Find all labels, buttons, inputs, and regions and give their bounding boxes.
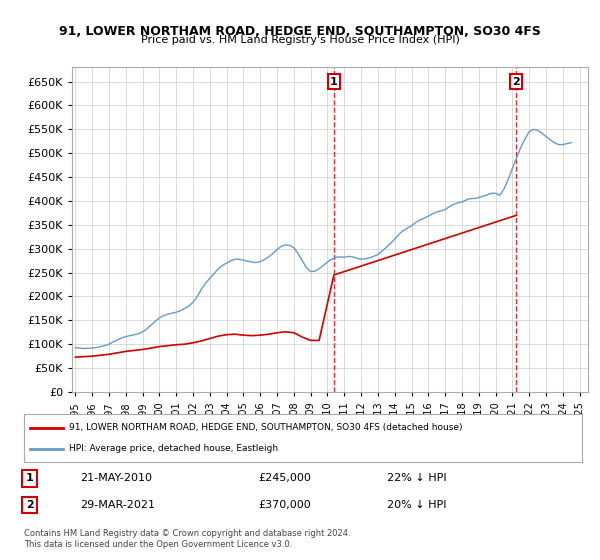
Text: 91, LOWER NORTHAM ROAD, HEDGE END, SOUTHAMPTON, SO30 4FS: 91, LOWER NORTHAM ROAD, HEDGE END, SOUTH… <box>59 25 541 38</box>
Text: 29-MAR-2021: 29-MAR-2021 <box>80 500 155 510</box>
Text: 20% ↓ HPI: 20% ↓ HPI <box>387 500 446 510</box>
Text: Price paid vs. HM Land Registry's House Price Index (HPI): Price paid vs. HM Land Registry's House … <box>140 35 460 45</box>
Text: 22% ↓ HPI: 22% ↓ HPI <box>387 473 446 483</box>
Text: £370,000: £370,000 <box>259 500 311 510</box>
Text: 91, LOWER NORTHAM ROAD, HEDGE END, SOUTHAMPTON, SO30 4FS (detached house): 91, LOWER NORTHAM ROAD, HEDGE END, SOUTH… <box>68 423 462 432</box>
Text: 2: 2 <box>26 500 34 510</box>
Text: £245,000: £245,000 <box>259 473 311 483</box>
Text: 1: 1 <box>330 77 338 87</box>
Text: 21-MAY-2010: 21-MAY-2010 <box>80 473 152 483</box>
Text: 2: 2 <box>512 77 520 87</box>
Text: 1: 1 <box>26 473 34 483</box>
Text: HPI: Average price, detached house, Eastleigh: HPI: Average price, detached house, East… <box>68 444 278 453</box>
Text: Contains HM Land Registry data © Crown copyright and database right 2024.
This d: Contains HM Land Registry data © Crown c… <box>24 529 350 549</box>
